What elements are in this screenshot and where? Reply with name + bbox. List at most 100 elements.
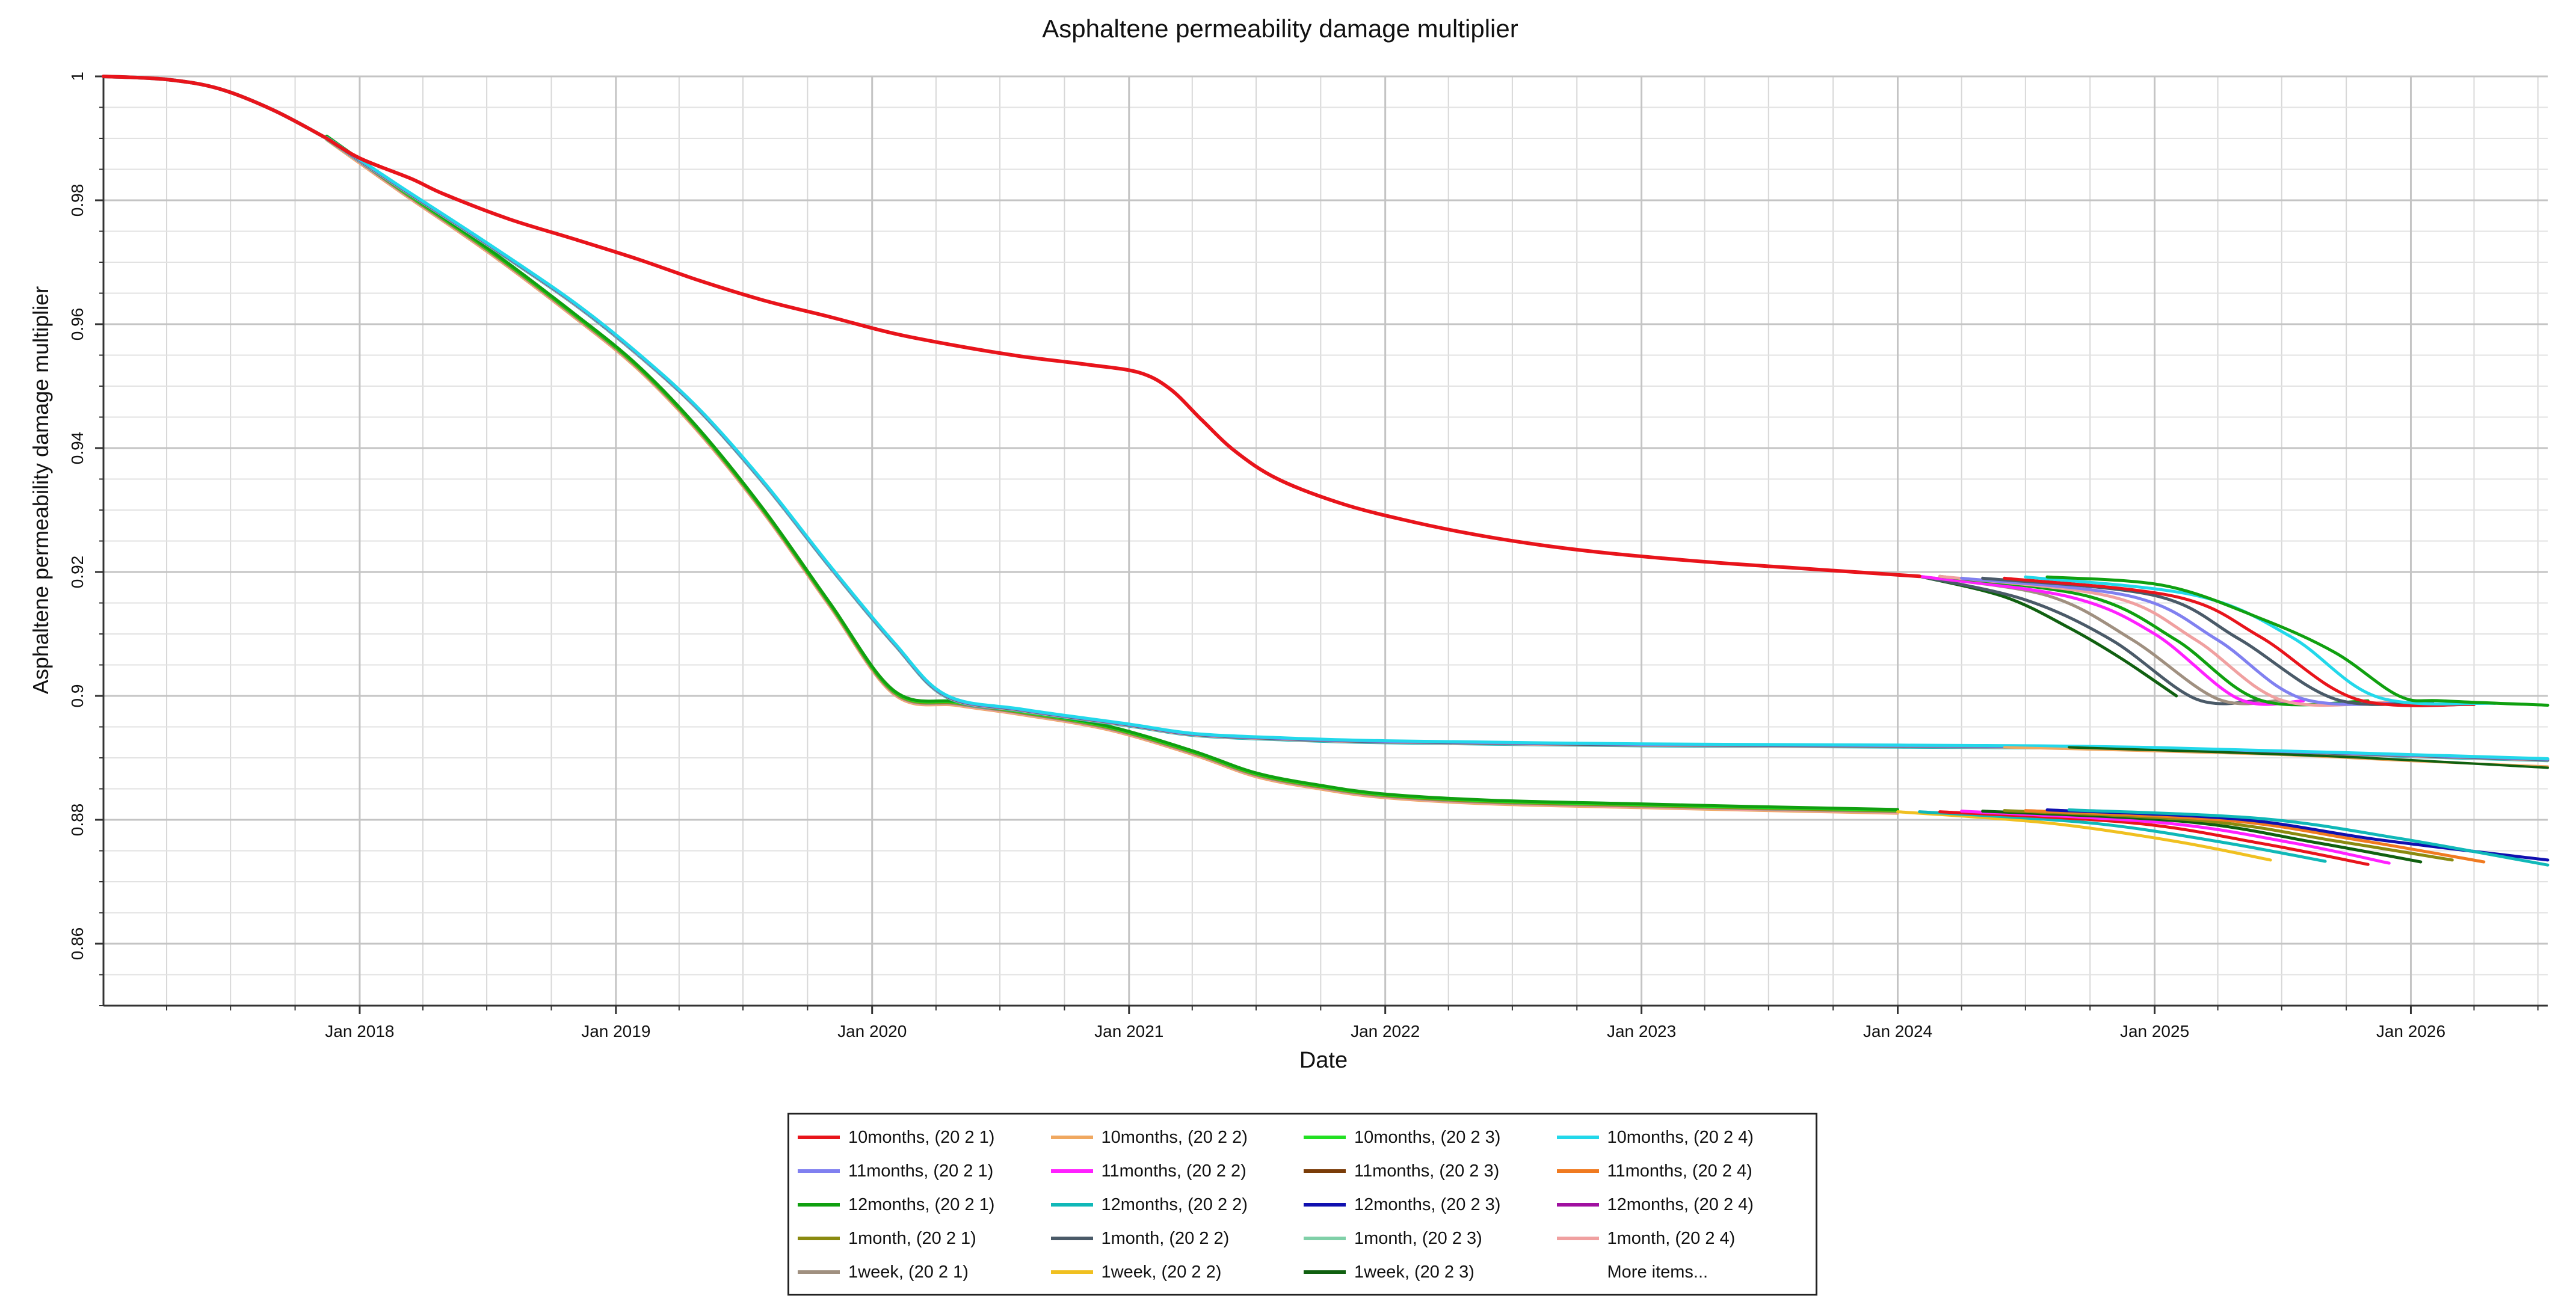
legend-item: 1week, (20 2 1) bbox=[798, 1255, 1051, 1289]
legend-label: 1month, (20 2 4) bbox=[1607, 1228, 1736, 1248]
series-line-group-a-tail bbox=[2045, 575, 2550, 707]
x-tick-label: Jan 2021 bbox=[1094, 1022, 1163, 1041]
x-tick-label: Jan 2020 bbox=[837, 1022, 907, 1041]
legend-label: 1week, (20 2 2) bbox=[1101, 1262, 1222, 1282]
legend-grid: 10months, (20 2 1) 10months, (20 2 2) 10mo… bbox=[798, 1121, 1810, 1289]
x-tick-label: Jan 2019 bbox=[581, 1022, 650, 1041]
legend-label: 1month, (20 2 3) bbox=[1354, 1228, 1482, 1248]
legend-item: 11months, (20 2 1) bbox=[798, 1154, 1051, 1188]
series-line-group-c-tail bbox=[1938, 810, 2370, 866]
legend-swatch bbox=[1304, 1270, 1346, 1274]
legend-swatch bbox=[798, 1169, 840, 1173]
series-line-group-a-tail bbox=[1960, 576, 2423, 706]
legend-swatch bbox=[1556, 1237, 1599, 1240]
legend-swatch bbox=[1050, 1270, 1093, 1274]
axes: Jan 2018 Jan 2019 Jan 2020 Jan 2021 Jan 2022… bbox=[68, 72, 2548, 1041]
legend-label: 11months, (20 2 1) bbox=[848, 1161, 994, 1181]
x-tick-label: Jan 2023 bbox=[1607, 1022, 1676, 1041]
legend-swatch bbox=[798, 1270, 840, 1274]
legend-item: 11months, (20 2 2) bbox=[1050, 1154, 1304, 1188]
y-tick-label: 0.9 bbox=[68, 684, 87, 708]
series-layer bbox=[102, 75, 2550, 867]
legend-item: 10months, (20 2 3) bbox=[1304, 1121, 1557, 1154]
series-line-group-a-tail bbox=[1918, 574, 2263, 706]
legend-label: 1week, (20 2 3) bbox=[1354, 1262, 1474, 1282]
minor-grid bbox=[103, 76, 2548, 1006]
legend-item: 1month, (20 2 2) bbox=[1050, 1222, 1304, 1255]
legend-item: 10months, (20 2 4) bbox=[1556, 1121, 1810, 1154]
y-tick-label: 0.96 bbox=[68, 308, 87, 341]
legend-item: 11months, (20 2 3) bbox=[1304, 1154, 1557, 1188]
legend-swatch bbox=[1304, 1237, 1346, 1240]
legend-label: 1month, (20 2 2) bbox=[1101, 1228, 1230, 1248]
legend-label: 12months, (20 2 4) bbox=[1607, 1195, 1754, 1214]
legend-item: 1month, (20 2 3) bbox=[1304, 1222, 1557, 1255]
legend-swatch bbox=[1050, 1237, 1093, 1240]
legend-label: 10months, (20 2 1) bbox=[848, 1127, 995, 1147]
legend-label: 1month, (20 2 1) bbox=[848, 1228, 976, 1248]
legend-label: 11months, (20 2 2) bbox=[1101, 1161, 1246, 1181]
y-axis-label: Asphaltene permeability damage multiplie… bbox=[28, 286, 53, 694]
legend-label: 10months, (20 2 2) bbox=[1101, 1127, 1248, 1147]
series-line-group-c-tail bbox=[1918, 810, 2327, 863]
series-line-group-c-tail bbox=[2067, 808, 2550, 867]
series-line-common-start bbox=[102, 75, 329, 140]
legend-swatch bbox=[1304, 1203, 1346, 1207]
x-tick-label: Jan 2026 bbox=[2376, 1022, 2445, 1041]
legend-swatch bbox=[1556, 1136, 1599, 1139]
legend-item: 10months, (20 2 2) bbox=[1050, 1121, 1304, 1154]
legend-more-items[interactable]: More items... bbox=[1607, 1262, 1709, 1282]
chart-title: Asphaltene permeability damage multiplie… bbox=[1042, 14, 1518, 43]
major-grid bbox=[103, 75, 2548, 1006]
legend-swatch bbox=[1050, 1169, 1093, 1173]
legend-item: 1week, (20 2 2) bbox=[1050, 1255, 1304, 1289]
x-tick-label: Jan 2018 bbox=[325, 1022, 394, 1041]
y-tick-label: 0.86 bbox=[68, 927, 87, 961]
legend-label: 12months, (20 2 1) bbox=[848, 1195, 995, 1214]
series-line-group-a-tail bbox=[2003, 576, 2476, 707]
legend-item: 12months, (20 2 4) bbox=[1556, 1188, 1810, 1222]
legend-swatch bbox=[1050, 1203, 1093, 1207]
y-tick-label: 1 bbox=[68, 72, 87, 81]
legend-swatch bbox=[798, 1136, 840, 1139]
x-axis-label: Date bbox=[1299, 1048, 1348, 1073]
legend-label: 11months, (20 2 3) bbox=[1354, 1161, 1500, 1181]
legend-item: 1week, (20 2 3) bbox=[1304, 1255, 1557, 1289]
x-tick-label: Jan 2024 bbox=[1863, 1022, 1932, 1041]
series-line-group-b bbox=[325, 135, 2550, 760]
legend-label: 11months, (20 2 4) bbox=[1607, 1161, 1752, 1181]
legend-swatch bbox=[1556, 1169, 1599, 1173]
x-tick-label: Jan 2025 bbox=[2120, 1022, 2189, 1041]
series-line-group-c-tail bbox=[2024, 809, 2486, 864]
y-tick-label: 0.92 bbox=[68, 556, 87, 589]
series-line-group-a bbox=[325, 137, 1921, 579]
series-line-group-a-tail bbox=[1918, 574, 2305, 706]
legend-item: 11months, (20 2 4) bbox=[1556, 1154, 1810, 1188]
legend-swatch bbox=[798, 1237, 840, 1240]
legend-label: 12months, (20 2 2) bbox=[1101, 1195, 1248, 1214]
chart-legend: 10months, (20 2 1) 10months, (20 2 2) 10mo… bbox=[787, 1113, 1817, 1296]
y-tick-label: 0.88 bbox=[68, 804, 87, 837]
legend-item: 12months, (20 2 1) bbox=[798, 1188, 1051, 1222]
legend-item: 12months, (20 2 2) bbox=[1050, 1188, 1304, 1222]
legend-label: 12months, (20 2 3) bbox=[1354, 1195, 1501, 1214]
series-line-group-a-tail bbox=[2024, 575, 2497, 706]
legend-swatch bbox=[1304, 1169, 1346, 1173]
x-tick-label: Jan 2022 bbox=[1351, 1022, 1420, 1041]
legend-item: 1month, (20 2 1) bbox=[798, 1222, 1051, 1255]
legend-label: 1week, (20 2 1) bbox=[848, 1262, 969, 1282]
legend-swatch bbox=[798, 1203, 840, 1207]
y-tick-label: 0.94 bbox=[68, 432, 87, 465]
legend-item: 1month, (20 2 4) bbox=[1556, 1222, 1810, 1255]
legend-swatch bbox=[1304, 1136, 1346, 1139]
legend-item: 10months, (20 2 1) bbox=[798, 1121, 1051, 1154]
legend-item: 12months, (20 2 3) bbox=[1304, 1188, 1557, 1222]
y-tick-label: 0.98 bbox=[68, 184, 87, 217]
series-line-group-c-tail bbox=[1896, 810, 2272, 862]
legend-swatch bbox=[1050, 1136, 1093, 1139]
series-line-group-b-tail bbox=[2068, 746, 2549, 769]
legend-label: 10months, (20 2 3) bbox=[1354, 1127, 1501, 1147]
legend-swatch bbox=[1556, 1203, 1599, 1207]
legend-label: 10months, (20 2 4) bbox=[1607, 1127, 1754, 1147]
